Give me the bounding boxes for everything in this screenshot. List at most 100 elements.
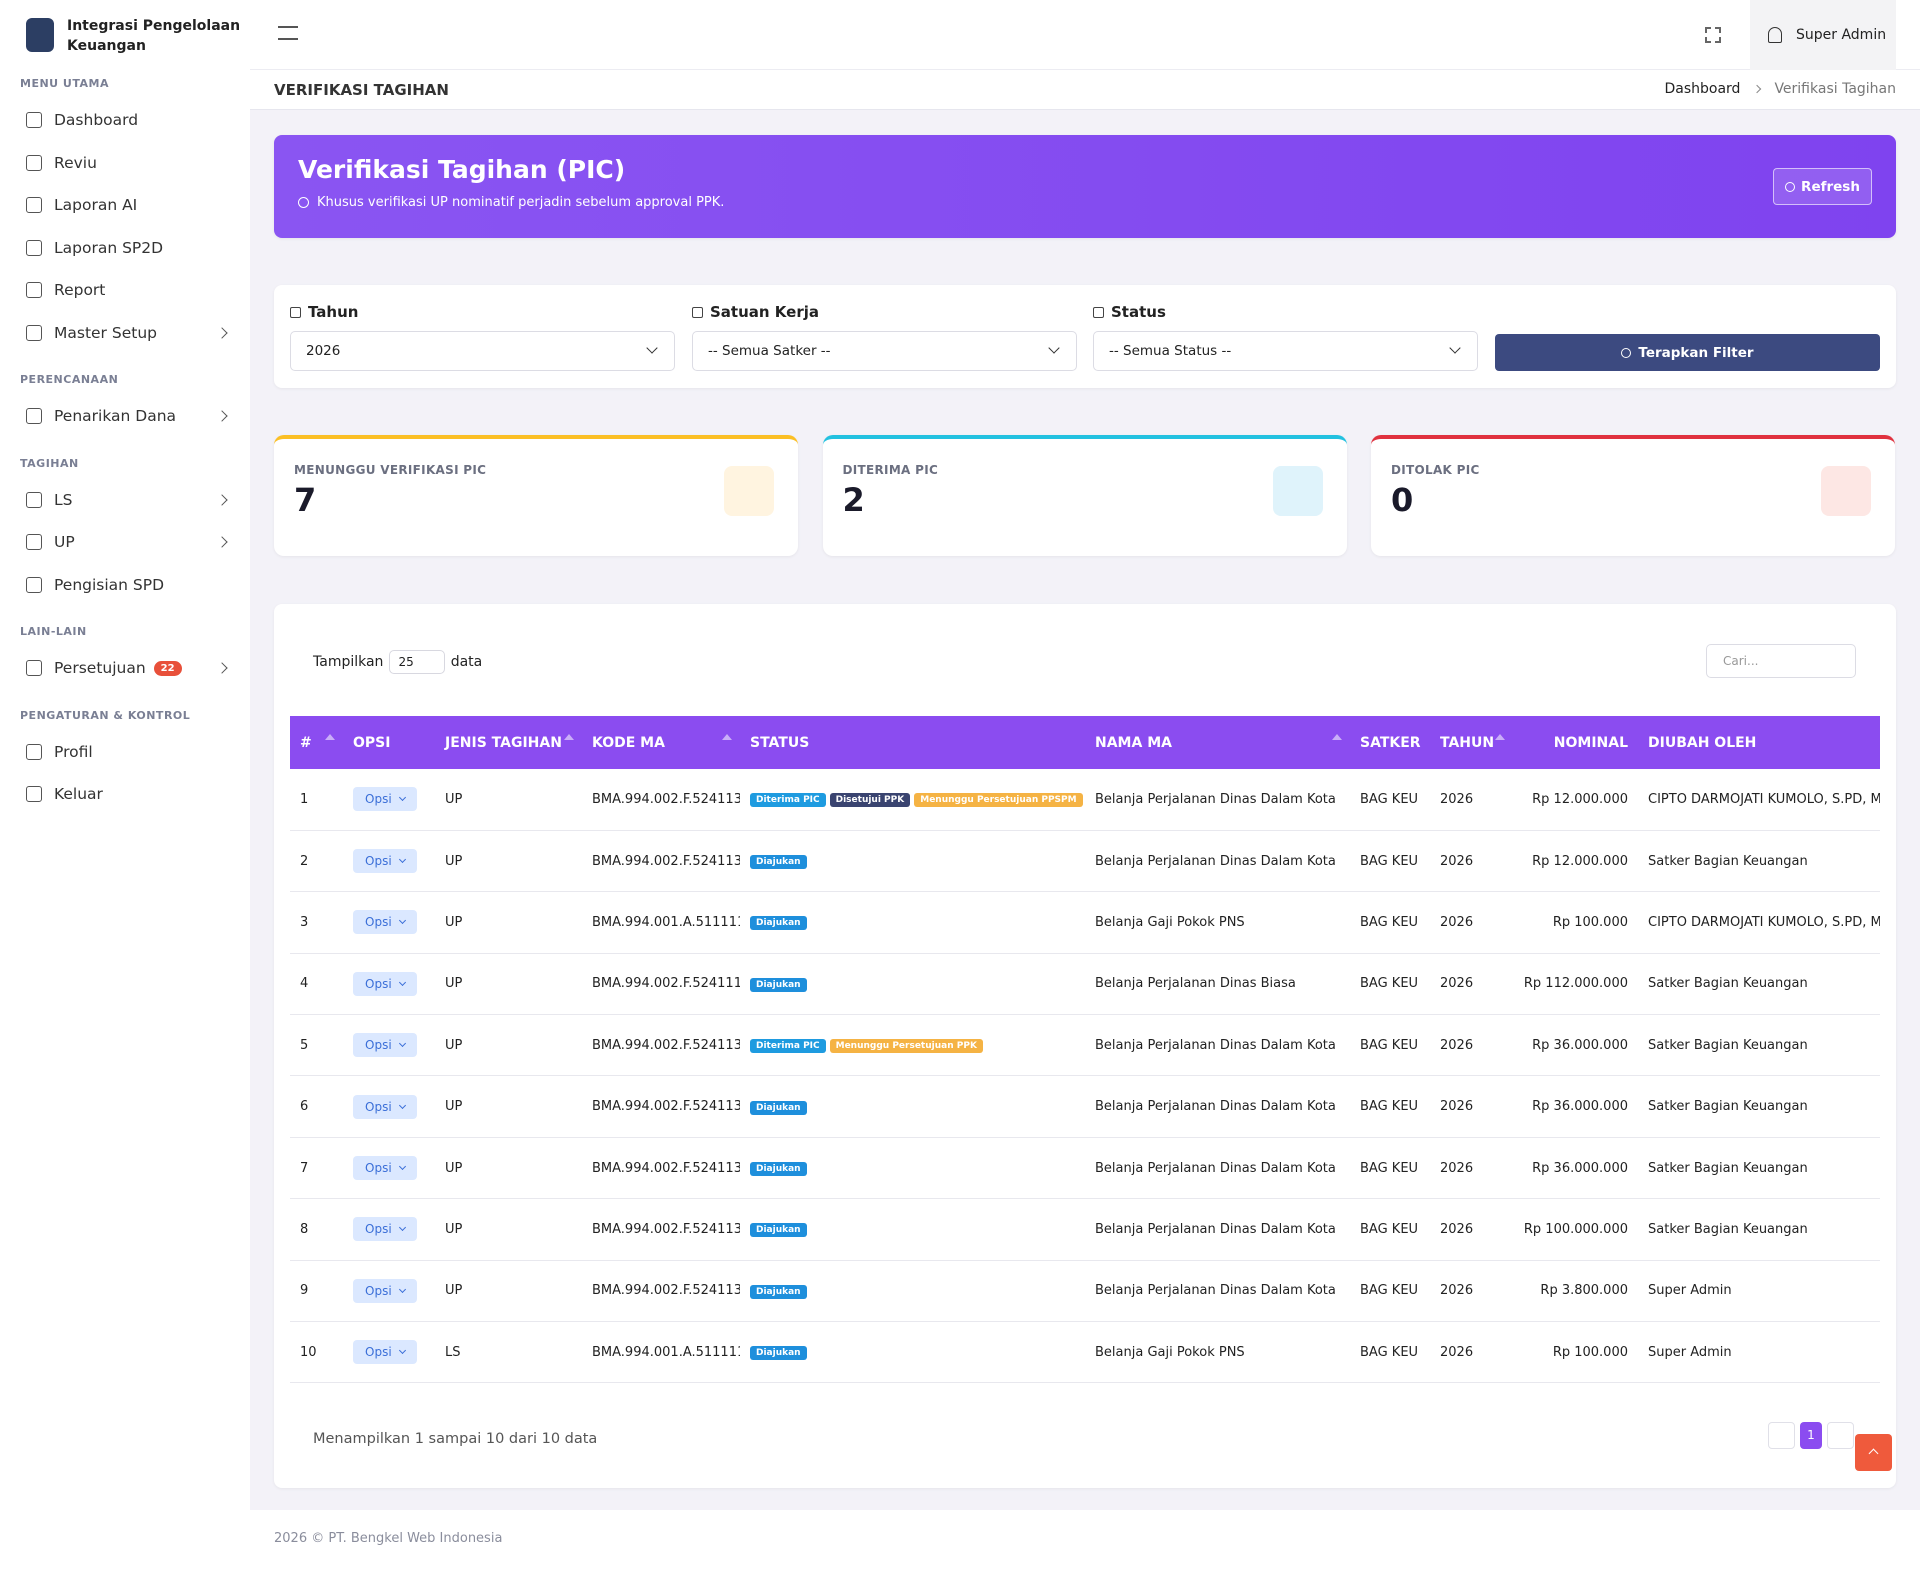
cell: Rp 36.000.000	[1513, 1076, 1638, 1137]
filter-icon	[692, 307, 703, 318]
menu-section-title: PERENCANAAN	[0, 354, 250, 395]
user-menu[interactable]: Super Admin	[1750, 0, 1896, 70]
status-badge: Diterima PIC	[750, 793, 826, 807]
menu-icon	[26, 155, 42, 171]
cell: 2026	[1430, 1322, 1513, 1383]
cell: BMA.994.002.F.524111	[582, 953, 740, 1014]
page-next[interactable]	[1827, 1422, 1854, 1449]
cell: UP	[435, 1199, 582, 1260]
app-name-line: Integrasi Pengelolaan	[67, 16, 240, 36]
menu-item[interactable]: Profil	[0, 731, 250, 774]
opsi-button[interactable]: Opsi	[353, 1095, 417, 1119]
table-info: Menampilkan 1 sampai 10 dari 10 data	[313, 1431, 597, 1447]
cell: Opsi	[343, 1076, 435, 1137]
apply-filter-button[interactable]: Terapkan Filter	[1495, 334, 1880, 371]
opsi-button[interactable]: Opsi	[353, 972, 417, 996]
breadcrumb: DashboardVerifikasi Tagihan	[1664, 81, 1896, 97]
menu-label: Master Setup	[54, 324, 157, 342]
cell: CIPTO DARMOJATI KUMOLO, S.PD, MA	[1638, 892, 1880, 953]
status-badge: Diajukan	[750, 1346, 807, 1360]
column-header: NOMINAL	[1513, 716, 1638, 769]
opsi-button[interactable]: Opsi	[353, 1217, 417, 1241]
column-header[interactable]: JENIS TAGIHAN	[435, 716, 582, 769]
column-header: SATKER	[1350, 716, 1430, 769]
scroll-top-button[interactable]	[1855, 1434, 1892, 1471]
menu-label: LS	[54, 491, 72, 509]
column-header[interactable]: TAHUN	[1430, 716, 1513, 769]
cell: Opsi	[343, 953, 435, 1014]
cell: 6	[290, 1076, 343, 1137]
cell: BAG KEU	[1350, 1137, 1430, 1198]
cell: BMA.994.001.A.511111	[582, 1322, 740, 1383]
menu-icon	[26, 577, 42, 593]
status-badge: Diajukan	[750, 978, 807, 992]
breadcrumb-item[interactable]: Dashboard	[1664, 81, 1740, 97]
refresh-button[interactable]: Refresh	[1773, 168, 1872, 205]
cell: Diajukan	[740, 1199, 1085, 1260]
cell: Satker Bagian Keuangan	[1638, 830, 1880, 891]
filter-select[interactable]: 2026	[290, 331, 675, 371]
opsi-caret	[399, 1347, 406, 1354]
opsi-button[interactable]: Opsi	[353, 787, 417, 811]
cell: 2026	[1430, 1199, 1513, 1260]
table-row: 3OpsiUPBMA.994.001.A.511111DiajukanBelan…	[290, 892, 1880, 953]
menu-item[interactable]: Persetujuan22	[0, 647, 250, 690]
cell: Belanja Perjalanan Dinas Dalam Kota	[1085, 1015, 1350, 1076]
table-row: 6OpsiUPBMA.994.002.F.524113DiajukanBelan…	[290, 1076, 1880, 1137]
column-label: SATKER	[1360, 735, 1421, 751]
fullscreen-button[interactable]	[1705, 27, 1721, 43]
status-badge: Diterima PIC	[750, 1039, 826, 1053]
column-header[interactable]: NAMA MA	[1085, 716, 1350, 769]
menu-label: Report	[54, 281, 105, 299]
cell: Diajukan	[740, 1137, 1085, 1198]
opsi-button[interactable]: Opsi	[353, 910, 417, 934]
stat-label: DITOLAK PIC	[1391, 463, 1480, 477]
opsi-button[interactable]: Opsi	[353, 1279, 417, 1303]
filter-select[interactable]: -- Semua Satker --	[692, 331, 1077, 371]
menu-item[interactable]: Pengisian SPD	[0, 564, 250, 607]
cell: 2026	[1430, 1015, 1513, 1076]
page-size-select[interactable]: 25	[389, 650, 444, 674]
column-header[interactable]: #	[290, 716, 343, 769]
column-header: OPSI	[343, 716, 435, 769]
menu-icon	[26, 282, 42, 298]
menu-item[interactable]: Report	[0, 269, 250, 312]
status-badge: Disetujui PPK	[830, 793, 911, 807]
page-number[interactable]: 1	[1800, 1422, 1822, 1449]
cell: Satker Bagian Keuangan	[1638, 1076, 1880, 1137]
menu-icon	[26, 534, 42, 550]
cell: 2026	[1430, 1260, 1513, 1321]
menu-arrow	[216, 494, 227, 505]
menu-item[interactable]: Keluar	[0, 773, 250, 816]
opsi-button[interactable]: Opsi	[353, 1156, 417, 1180]
select-chevron	[646, 342, 657, 353]
cell: Opsi	[343, 892, 435, 953]
menu-item[interactable]: Penarikan Dana	[0, 395, 250, 438]
menu-item[interactable]: Dashboard	[0, 99, 250, 142]
column-label: OPSI	[353, 735, 390, 751]
cell: Rp 12.000.000	[1513, 769, 1638, 830]
menu-item[interactable]: LS	[0, 479, 250, 522]
app-name-line: Keuangan	[67, 36, 240, 56]
menu-item[interactable]: Laporan SP2D	[0, 227, 250, 270]
filter-select[interactable]: -- Semua Status --	[1093, 331, 1478, 371]
opsi-button[interactable]: Opsi	[353, 849, 417, 873]
menu-item[interactable]: UP	[0, 521, 250, 564]
menu-item[interactable]: Master Setup	[0, 312, 250, 355]
menu-icon	[26, 660, 42, 676]
menu-label: Persetujuan	[54, 659, 146, 677]
filter-value: -- Semua Satker --	[708, 343, 831, 359]
opsi-button[interactable]: Opsi	[353, 1340, 417, 1364]
menu-item[interactable]: Laporan AI	[0, 184, 250, 227]
menu-item[interactable]: Reviu	[0, 142, 250, 185]
menu-toggle[interactable]	[278, 26, 298, 40]
cell: Diajukan	[740, 953, 1085, 1014]
cell: 5	[290, 1015, 343, 1076]
column-label: #	[300, 735, 312, 751]
opsi-button[interactable]: Opsi	[353, 1033, 417, 1057]
search-input[interactable]: Cari...	[1706, 644, 1856, 678]
column-header[interactable]: KODE MA	[582, 716, 740, 769]
page-prev[interactable]	[1768, 1422, 1795, 1449]
cell: UP	[435, 830, 582, 891]
menu-icon	[26, 240, 42, 256]
